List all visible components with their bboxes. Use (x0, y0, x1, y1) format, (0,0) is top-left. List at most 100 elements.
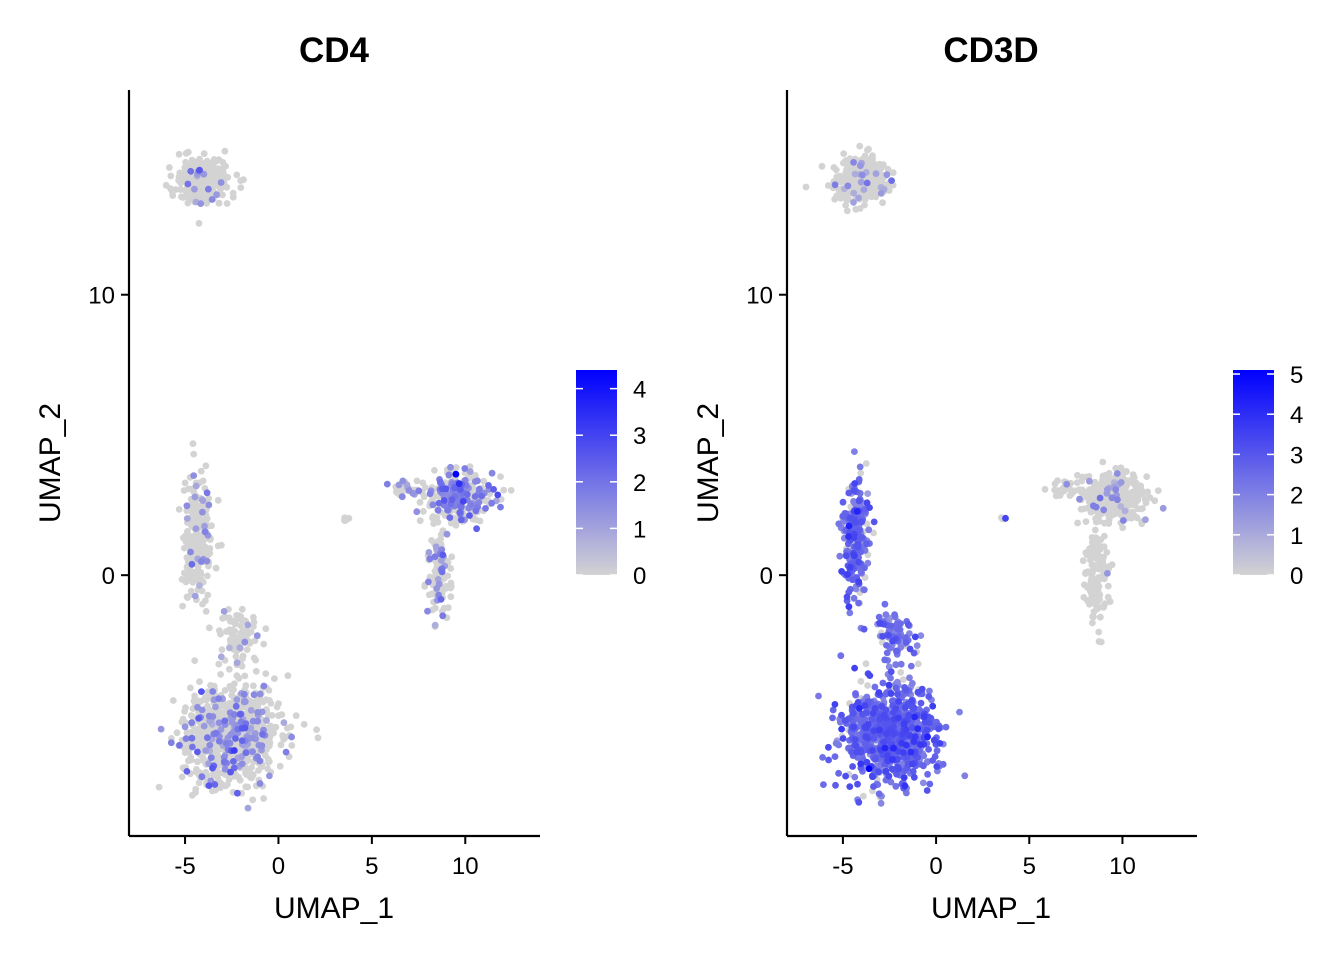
cell-point (885, 772, 893, 780)
cell-point (472, 507, 480, 515)
cell-point (1142, 499, 1150, 507)
cell-point (435, 580, 443, 588)
cell-point (466, 512, 473, 519)
cell-point (248, 772, 256, 780)
cell-point (490, 486, 497, 493)
cell-point (431, 467, 438, 474)
cell-point (197, 549, 205, 557)
cell-point (1099, 472, 1107, 480)
x-axis-ticks: -5 0 5 10 (174, 836, 479, 880)
cell-point (1090, 502, 1097, 510)
y-tick-label: 0 (760, 563, 773, 590)
cell-point (217, 179, 225, 186)
cell-point (225, 665, 233, 673)
cell-point (1041, 485, 1049, 493)
y-tick-label: 10 (746, 283, 773, 310)
cell-point (206, 550, 214, 557)
cell-point (860, 186, 868, 194)
cell-point (836, 552, 844, 560)
cell-point (1081, 489, 1089, 496)
cell-point (206, 624, 213, 632)
cell-point (830, 164, 838, 171)
cell-point (250, 613, 257, 621)
cell-point (192, 768, 200, 776)
cell-point (438, 568, 446, 576)
cell-point (1130, 501, 1137, 509)
cell-point (850, 723, 858, 731)
x-axis-ticks: -5 0 5 10 (832, 836, 1136, 880)
cell-point (221, 687, 229, 694)
cell-point (1113, 470, 1121, 477)
cell-point (1110, 511, 1118, 518)
cell-point (232, 702, 240, 710)
cell-point (209, 764, 216, 772)
cell-point (189, 513, 197, 521)
cell-point (901, 704, 909, 711)
cell-point (202, 462, 210, 470)
cell-point (908, 697, 915, 705)
cell-point (855, 578, 863, 586)
cell-point (863, 179, 871, 187)
cell-point (1144, 488, 1152, 496)
colorbar-legend: 0 1 2 3 4 5 (1233, 362, 1303, 590)
cell-point (920, 762, 927, 770)
cell-point (405, 487, 413, 494)
cell-point (884, 165, 892, 173)
y-tick-label: 10 (88, 283, 115, 310)
cell-point (243, 646, 251, 653)
cell-point (244, 621, 252, 629)
cell-point (899, 676, 907, 683)
cell-point (909, 680, 916, 687)
cell-point (176, 741, 183, 749)
cell-point (861, 702, 869, 709)
cell-point (265, 758, 273, 765)
cell-point (209, 162, 217, 169)
cell-point (250, 623, 257, 630)
cell-point (442, 582, 450, 590)
cell-point (1096, 595, 1103, 603)
cell-point (855, 599, 862, 607)
scatter-points (802, 142, 1167, 807)
cell-point (869, 710, 877, 717)
cell-point (212, 181, 220, 189)
cell-point (866, 672, 874, 679)
cell-point (216, 627, 223, 634)
x-tick-label: -5 (174, 853, 195, 880)
cell-point (215, 719, 223, 727)
cell-point (835, 769, 842, 777)
cell-point (201, 193, 209, 201)
cell-point (485, 482, 492, 489)
cell-point (430, 520, 437, 527)
cell-point (1133, 514, 1141, 522)
scatter-points (155, 147, 515, 812)
cell-point (205, 185, 212, 193)
cell-point (1112, 486, 1120, 493)
cell-point (892, 684, 900, 692)
x-tick-label: 5 (1023, 853, 1036, 880)
cell-point (956, 708, 963, 716)
cell-point (383, 480, 391, 488)
cell-point (1089, 613, 1096, 620)
cell-point (879, 679, 887, 687)
cell-point (451, 484, 459, 492)
cell-point (1089, 567, 1096, 575)
cell-point (452, 470, 460, 478)
cell-point (313, 726, 320, 733)
cell-point (191, 185, 198, 193)
cell-point (1088, 593, 1096, 601)
cell-point (200, 170, 208, 178)
cell-point (1089, 494, 1096, 501)
cell-point (197, 200, 205, 208)
cell-point (507, 487, 515, 494)
cell-point (862, 156, 870, 164)
cell-point (431, 553, 439, 561)
cell-point (920, 713, 928, 720)
cell-point (265, 687, 273, 694)
cell-point (260, 682, 268, 690)
cell-point (863, 499, 871, 507)
cell-point (1087, 556, 1094, 564)
cell-point (225, 776, 233, 783)
cell-point (855, 476, 863, 483)
cell-point (235, 773, 243, 781)
